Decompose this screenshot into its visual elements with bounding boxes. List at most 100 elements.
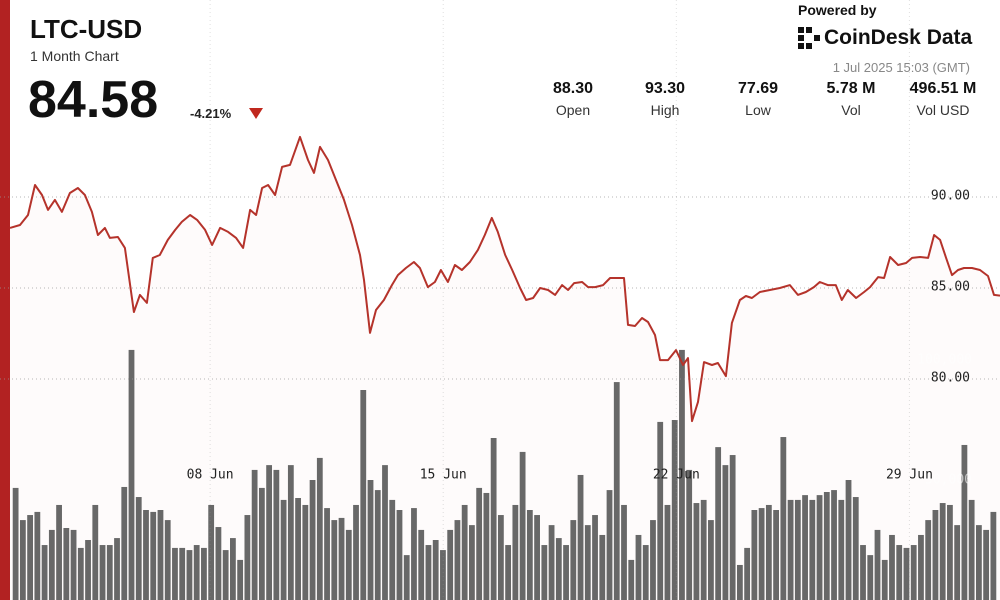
volume-bar [106,545,113,600]
x-tick-label: 29 Jun [886,468,933,483]
volume-bar [164,520,171,600]
stat-label: Vol USD [916,102,970,118]
stat-value: 93.30 [644,80,686,97]
brand: CoinDesk Data [824,26,973,49]
volume-bar [215,527,222,600]
volume-bar [613,382,620,600]
volume-bar [266,465,273,600]
volume-bar [360,390,367,600]
stat: 5.78 M Vol [806,80,896,118]
volume-bar [954,525,961,600]
volume-bar [679,349,685,600]
volume-bar [382,465,388,600]
volume-bar [505,545,512,600]
volume-bar [92,504,99,600]
volume-bar [555,538,562,600]
stat: 88.30 Open [528,80,618,118]
volume-bar [889,534,895,600]
volume-bar [577,474,584,600]
volume-bar [563,545,569,600]
volume-bar [700,499,707,600]
y-tick-label: 90.00 [931,188,970,203]
volume-bar [172,547,178,600]
price-line [9,135,1000,423]
volume-bar [722,465,729,600]
x-tick-label: 22 Jun [653,468,700,483]
volume-bar [947,504,953,600]
volume-bar [787,499,794,600]
volume-bar [780,437,787,600]
volume-bar [599,534,606,600]
volume-bar [490,438,497,600]
volume-bar [208,504,215,600]
volume-bar [425,545,432,600]
stat-label: Vol [841,102,861,118]
volume-bar [990,511,997,600]
volume-bar [447,529,454,600]
volume-bar [287,465,294,600]
volume-bar [338,517,345,600]
accent-bar [0,0,10,600]
volume-bar [476,487,483,600]
down-arrow [249,108,263,119]
volume-tick-label: 100,000 [917,353,972,368]
price: 84.58 [28,71,159,129]
volume-bar [548,525,555,600]
volume-bar [461,504,468,600]
volume-bar [809,499,816,600]
volume-bar [932,510,939,600]
volume-bar [751,510,758,600]
volume-bar [367,480,374,600]
volume-bar [693,503,700,600]
stat-label: High [650,102,680,118]
title: LTC-USD [30,14,143,44]
volume-bar [975,525,982,600]
volume-bar [411,508,417,600]
stat-label: Low [745,102,771,118]
volume-bar [860,545,866,600]
volume-bar [736,564,743,600]
volume-bar [534,515,540,600]
volume-bar [295,498,301,600]
volume-bar [758,508,765,600]
volume-bar [968,499,975,600]
volume-bar [143,510,149,600]
volume-bar [606,490,613,600]
volume-bar [63,528,70,600]
volume-bar [773,510,779,600]
change: -4.21% [190,106,232,121]
volume-bar [27,515,34,600]
stat: 496.51 M Vol USD [898,80,988,118]
volume-bar [519,451,526,600]
volume-bar [230,538,236,600]
volume-bar [324,508,330,600]
volume-bar [874,529,881,600]
volume-bar [309,480,316,600]
stat-value: 77.69 [737,80,779,97]
volume-tick-label: 50,000 [925,473,972,488]
volume-bar [389,499,396,600]
volume-bar [222,550,229,600]
volume-bar [715,447,722,600]
volume-bar [918,534,924,600]
volume-bar [302,504,309,600]
volume-bar [512,504,519,600]
volume-bar [961,444,968,600]
volume-bar [845,480,852,600]
volume-bar [193,545,200,600]
volume-bar [273,469,280,600]
powered-by: Powered by [798,2,877,18]
volume-bar [650,520,656,600]
volume-bar [135,497,142,600]
volume-bar [432,540,439,600]
volume-bar [440,550,446,600]
volume-bar [48,529,55,600]
volume-bar [157,510,164,600]
volume-bar [77,547,84,600]
volume-bar [150,511,157,600]
volume-bar [657,421,664,600]
volume-bar [983,529,990,600]
brand-icon [798,27,820,49]
volume-bar [316,457,323,600]
volume-bar [765,504,772,600]
